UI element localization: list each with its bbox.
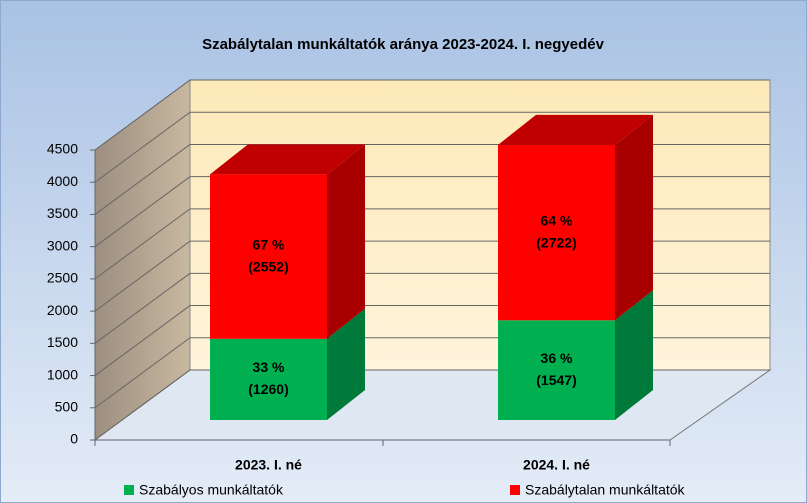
legend-label: Szabálytalan munkáltatók: [525, 482, 686, 498]
bar-segment: [210, 174, 327, 339]
y-tick-label: 3500: [47, 205, 78, 221]
value-label: (2722): [536, 234, 576, 250]
grid-line: [94, 305, 191, 376]
grid-line: [94, 337, 191, 409]
grid-line: [94, 79, 191, 151]
chart-title: Szabálytalan munkáltatók aránya 2023-202…: [202, 36, 605, 53]
y-tick-label: 4000: [47, 173, 78, 189]
y-tick-label: 4500: [47, 141, 78, 157]
legend-label: Szabályos munkáltatók: [139, 482, 284, 498]
y-tick-label: 3000: [47, 237, 78, 253]
grid-line: [94, 369, 191, 441]
legend-swatch: [124, 485, 134, 495]
y-tick-label: 500: [55, 398, 79, 414]
value-label: (1547): [536, 372, 576, 388]
y-tick-label: 0: [70, 431, 78, 447]
y-tick-label: 1000: [47, 366, 78, 382]
share-label: 67 %: [253, 236, 285, 252]
share-label: 64 %: [541, 212, 573, 228]
grid-line: [94, 111, 191, 183]
grid-line: [94, 272, 191, 344]
grid-line: [94, 208, 191, 280]
bar-top: [498, 114, 653, 145]
bar-side: [327, 144, 365, 339]
x-tick-label: 2023. I. né: [235, 457, 302, 473]
y-tick-label: 1500: [47, 334, 78, 350]
share-label: 33 %: [253, 359, 285, 375]
value-label: (2552): [248, 258, 288, 274]
bar-side: [615, 290, 653, 420]
grid-line: [94, 144, 191, 215]
floor: [93, 369, 772, 441]
x-tick-label: 2024. I. né: [523, 457, 590, 473]
bar-side: [615, 114, 653, 321]
bar-segment: [498, 144, 615, 321]
bar-top: [210, 144, 365, 175]
grid-line: [94, 240, 191, 312]
grid-line: [94, 176, 191, 248]
bar-side: [327, 308, 365, 420]
value-label: (1260): [248, 381, 288, 397]
share-label: 36 %: [541, 350, 573, 366]
legend-swatch: [510, 485, 520, 495]
bar-segment: [210, 338, 327, 420]
y-tick-label: 2000: [47, 302, 78, 318]
bar-segment: [498, 320, 615, 420]
y-tick-label: 2500: [47, 270, 78, 286]
